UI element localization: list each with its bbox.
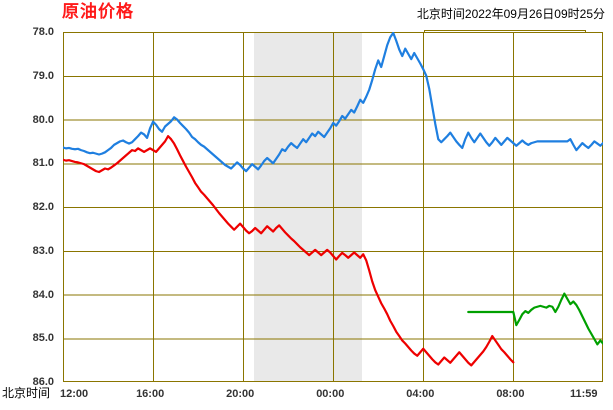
y-tick-label: 82.0 (32, 201, 54, 213)
page-title: 原油价格 (62, 2, 134, 21)
timestamp-label: 北京时间2022年09月26日09时25分 (416, 7, 605, 21)
x-tick-label: 20:00 (226, 388, 255, 400)
x-axis-name: 北京时间 (2, 386, 51, 400)
x-tick-label: 00:00 (316, 388, 345, 400)
series-line-2 (467, 292, 603, 346)
y-tick-label: 86.0 (32, 376, 54, 388)
x-tick-label: 11:59 (570, 388, 598, 400)
y-tick-label: 83.0 (32, 244, 54, 257)
series-line-1 (63, 135, 515, 367)
x-tick-label: 12:00 (60, 388, 89, 400)
plot-border (63, 32, 603, 382)
y-tick-label: 81.0 (32, 157, 54, 170)
y-tick-label: 80.0 (32, 113, 54, 126)
plot-area (63, 32, 603, 382)
x-tick-label: 04:00 (406, 388, 435, 400)
y-tick-label: 79.0 (32, 69, 54, 82)
y-tick-label: 78.0 (32, 26, 54, 38)
x-tick-label: 08:00 (496, 388, 525, 400)
y-tick-label: 84.0 (32, 288, 54, 301)
y-tick-label: 85.0 (32, 332, 54, 345)
series-line-0 (63, 32, 603, 173)
x-tick-label: 16:00 (136, 388, 165, 400)
